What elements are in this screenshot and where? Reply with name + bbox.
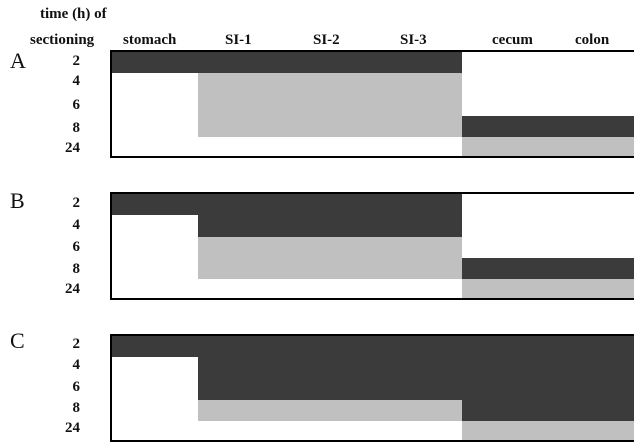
row-label-4h: 4 [72,73,81,89]
row-label-24h: 24 [65,281,80,297]
row-label-6h: 6 [72,97,81,113]
row-label-8h: 8 [72,400,81,416]
row-label-4h: 4 [72,217,81,233]
dark-region [198,357,634,400]
dark-region [112,336,634,357]
light-region [462,279,634,298]
column-header-si-3: SI-3 [400,32,427,48]
row-label-8h: 8 [72,120,81,136]
dark-region [462,116,634,137]
dark-region [112,194,462,215]
dark-region [462,400,634,421]
dark-region [462,258,634,279]
row-label-4h: 4 [72,357,81,373]
time-header-line1: time (h) of [40,6,107,22]
panel-b-grid [110,192,634,300]
light-region [198,237,462,279]
dark-region [112,52,462,73]
row-label-2h: 2 [72,53,81,69]
column-header-stomach: stomach [123,32,177,48]
time-header-line2: sectioning [30,32,95,48]
row-label-2h: 2 [72,195,81,211]
column-header-si-2: SI-2 [313,32,340,48]
panel-letter-c: C [10,328,25,353]
column-header-cecum: cecum [492,32,533,48]
column-header-colon: colon [575,32,610,48]
column-header-si-1: SI-1 [225,32,252,48]
dark-region [198,215,462,237]
light-region [198,73,462,137]
row-label-24h: 24 [65,140,80,156]
row-label-2h: 2 [72,336,81,352]
light-region [462,137,634,156]
row-label-8h: 8 [72,261,81,277]
row-label-6h: 6 [72,379,81,395]
light-region [462,421,634,440]
row-label-6h: 6 [72,239,81,255]
panel-a-grid [110,50,634,158]
light-region [198,400,462,421]
panel-c-grid [110,334,634,442]
panel-letter-a: A [10,48,26,73]
row-label-24h: 24 [65,420,80,436]
panel-letter-b: B [10,188,25,213]
